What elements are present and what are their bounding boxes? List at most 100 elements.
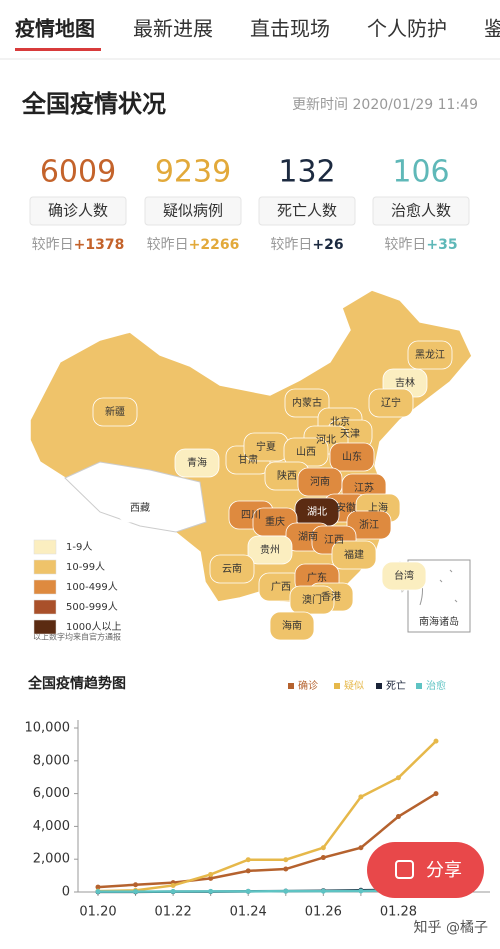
legend-label[interactable]: 疑似 [344,680,364,692]
stat-value: 9239 [155,155,231,190]
stat-delta: +2266 [189,237,240,253]
series-point [95,884,101,890]
y-tick-label: 4,000 [33,819,70,834]
stat-compare: 较昨日 [147,237,189,253]
share-label[interactable]: 分享 [426,860,462,881]
update-time: 更新时间 2020/01/29 11:49 [292,97,478,113]
stat-delta: +1378 [74,237,125,253]
province-label: 山西 [296,446,316,458]
series-line [97,740,437,893]
x-tick-label: 01.20 [79,905,116,920]
legend-swatch [33,599,57,615]
province-label: 四川 [241,510,261,521]
y-tick-label: 0 [62,885,70,900]
province-label: 福建 [344,548,364,561]
series-point [170,889,176,895]
stat-label-box [258,196,356,226]
legend-label[interactable]: 治愈 [426,679,446,692]
series-point [320,888,326,894]
series-point [208,875,214,881]
legend-label: 500-999人 [66,601,118,613]
watermark: 知乎 @橘子 [414,919,488,936]
y-tick-label: 8,000 [33,753,70,768]
y-tick-label: 2,000 [33,852,70,867]
x-tick-label: 01.22 [155,905,192,920]
legend-swatch[interactable] [376,683,382,689]
share-button-bg[interactable] [367,842,484,898]
series-point [320,845,326,851]
stat-change: 较昨日+2266 [147,237,240,253]
legend-swatch[interactable] [416,683,422,689]
x-tick-label: 01.24 [230,905,267,920]
legend-label[interactable]: 确诊 [298,679,318,692]
province-patch [284,388,330,418]
stat-value: 6009 [40,155,116,190]
province-label: 黑龙江 [415,348,445,361]
chart-title: 全国疫情趋势图 [27,675,126,692]
province-label: 西藏 [130,502,150,514]
series-point [133,882,139,888]
stat-compare: 较昨日 [32,237,74,253]
stat-change: 较昨日+26 [270,237,343,253]
province-patch [381,561,427,591]
stat-label-box [29,196,127,226]
series-point [358,845,364,851]
tab[interactable]: 个人防护 [367,17,447,41]
series-point [395,814,401,820]
legend-label: 10-99人 [66,561,105,573]
stat-compare: 较昨日 [384,237,426,253]
province-patch [92,397,138,427]
province-label: 台湾 [394,569,414,582]
province-label: 澳门 [302,593,322,606]
tab[interactable]: 最新进展 [133,17,213,41]
section-title: 全国疫情状况 [21,90,166,118]
tab-underline [15,48,101,51]
series-point [245,868,251,874]
province-patch [117,493,163,523]
series-line [97,792,437,889]
province-label: 辽宁 [381,396,401,409]
province-label: 广西 [271,581,291,593]
x-tick-label: 01.26 [305,905,342,920]
series-point [95,889,101,895]
legend-label[interactable]: 死亡 [386,679,406,692]
tab[interactable]: 鉴 [484,17,500,41]
series-point [358,888,364,894]
series-point [320,855,326,861]
province-label: 安徽 [336,501,356,514]
tab[interactable]: 疫情地图 [15,17,95,41]
province-patch [331,540,377,570]
series-point [245,857,251,863]
y-tick-label: 6,000 [33,786,70,801]
series-point [283,857,289,863]
province-label: 浙江 [359,519,379,531]
stat-delta: +35 [426,237,457,253]
legend-swatch[interactable] [288,683,294,689]
province-label: 云南 [222,562,242,575]
series-point [433,791,439,797]
province-patch [289,585,335,615]
stat-label: 疑似病例 [163,202,223,220]
inset-islands [419,569,458,606]
series-point [283,866,289,872]
series-point [208,888,214,894]
province-label: 甘肃 [238,453,258,466]
series-point [245,888,251,894]
province-label: 贵州 [260,543,280,556]
legend-swatch [33,579,57,595]
stat-change: 较昨日+35 [384,237,457,253]
legend-swatch[interactable] [334,683,340,689]
legend-label: 1-9人 [66,541,92,553]
legend-label: 100-499人 [66,581,118,593]
series-point [133,889,139,895]
province-label: 河北 [316,434,336,446]
share-button[interactable]: 分享 [367,842,484,898]
province-patch [174,448,220,478]
inset-label: 南海诸岛 [419,615,459,628]
province-label: 香港 [321,591,341,603]
tab[interactable]: 直击现场 [250,17,330,41]
province-patch [269,611,315,641]
series-point [208,871,214,877]
